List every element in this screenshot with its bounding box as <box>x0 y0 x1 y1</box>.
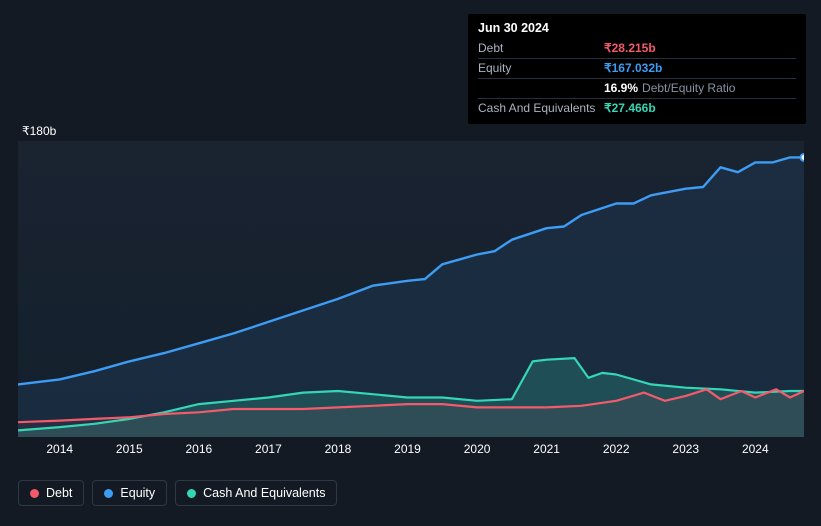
legend-item-cash[interactable]: Cash And Equivalents <box>175 480 337 506</box>
x-tick-label: 2014 <box>46 442 73 456</box>
x-tick-label: 2016 <box>185 442 212 456</box>
area-chart[interactable] <box>18 141 804 437</box>
chart-legend: Debt Equity Cash And Equivalents <box>18 480 337 506</box>
x-tick-label: 2019 <box>394 442 421 456</box>
legend-label: Debt <box>46 486 72 500</box>
tooltip-label: Debt <box>478 40 604 57</box>
tooltip-row-debt: Debt ₹28.215b <box>478 39 796 59</box>
chart-tooltip: Jun 30 2024 Debt ₹28.215b Equity ₹167.03… <box>468 14 806 124</box>
tooltip-date: Jun 30 2024 <box>478 20 796 37</box>
tooltip-value: ₹167.032b <box>604 60 662 77</box>
x-tick-label: 2017 <box>255 442 282 456</box>
x-tick-label: 2023 <box>672 442 699 456</box>
tooltip-row-cash: Cash And Equivalents ₹27.466b <box>478 99 796 118</box>
legend-label: Equity <box>120 486 155 500</box>
tooltip-label <box>478 80 604 97</box>
tooltip-value: 16.9% <box>604 81 638 95</box>
series-end-marker <box>801 154 805 161</box>
legend-item-debt[interactable]: Debt <box>18 480 84 506</box>
x-tick-label: 2020 <box>464 442 491 456</box>
tooltip-row-equity: Equity ₹167.032b <box>478 59 796 79</box>
tooltip-label: Cash And Equivalents <box>478 100 604 117</box>
equity-dot-icon <box>104 489 113 498</box>
x-tick-label: 2022 <box>603 442 630 456</box>
tooltip-ratio-suffix: Debt/Equity Ratio <box>642 81 735 95</box>
x-tick-label: 2015 <box>116 442 143 456</box>
tooltip-row-ratio: 16.9% Debt/Equity Ratio <box>478 79 796 99</box>
x-axis-labels: 2014 2015 2016 2017 2018 2019 2020 2021 2022 2023… <box>18 442 804 460</box>
tooltip-label: Equity <box>478 60 604 77</box>
debt-dot-icon <box>30 489 39 498</box>
x-tick-label: 2021 <box>533 442 560 456</box>
tooltip-value: ₹28.215b <box>604 40 656 57</box>
cash-dot-icon <box>187 489 196 498</box>
legend-label: Cash And Equivalents <box>203 486 325 500</box>
x-tick-label: 2018 <box>325 442 352 456</box>
x-tick-label: 2024 <box>742 442 769 456</box>
legend-item-equity[interactable]: Equity <box>92 480 167 506</box>
y-axis-max-label: ₹180b <box>22 124 56 138</box>
tooltip-value: ₹27.466b <box>604 100 656 117</box>
